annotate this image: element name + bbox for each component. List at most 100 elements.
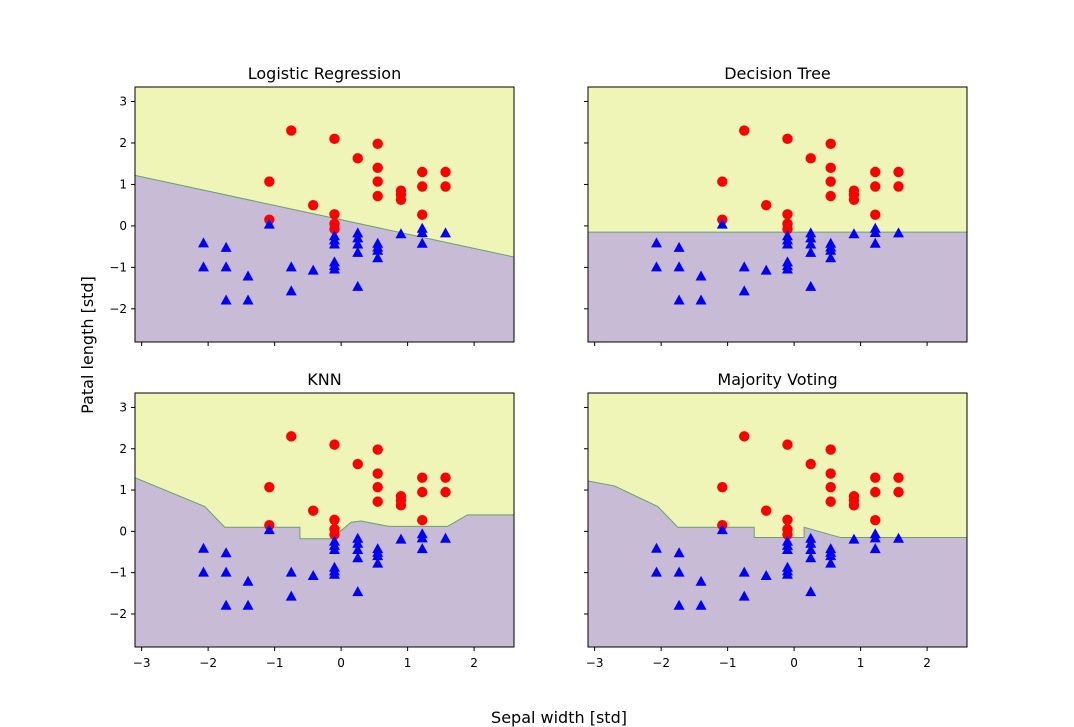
point-class-0	[242, 599, 254, 610]
point-class-0	[395, 228, 407, 239]
point-class-0	[352, 543, 364, 554]
point-class-1	[870, 209, 881, 220]
point-class-1	[870, 166, 881, 178]
point-class-0	[695, 270, 707, 281]
y-tick-label: 0	[119, 524, 127, 538]
x-tick-label: −1	[266, 656, 284, 670]
point-class-0	[673, 294, 685, 305]
point-class-1	[893, 181, 904, 192]
point-class-0	[738, 566, 750, 577]
point-class-1	[417, 209, 428, 220]
point-class-0	[738, 285, 750, 296]
point-class-0	[220, 566, 232, 577]
point-class-0	[673, 566, 685, 577]
point-class-0	[372, 550, 384, 561]
point-class-1	[848, 194, 860, 205]
y-tick-label: −1	[109, 260, 127, 274]
point-class-1	[417, 486, 428, 498]
point-class-1	[372, 496, 383, 507]
point-class-0	[197, 237, 209, 248]
y-tick-label: 1	[119, 177, 127, 191]
point-class-1	[825, 444, 836, 455]
point-class-0	[760, 264, 772, 275]
point-class-0	[695, 575, 707, 586]
point-class-0	[805, 246, 817, 257]
point-class-1	[893, 166, 904, 178]
point-class-1	[717, 176, 728, 187]
point-class-1	[264, 176, 275, 187]
point-class-0	[805, 232, 817, 243]
point-class-1	[372, 176, 383, 187]
region-class-0	[588, 480, 967, 647]
y-tick-label: 0	[119, 219, 127, 233]
point-class-1	[286, 431, 297, 442]
point-class-1	[440, 166, 451, 178]
point-class-1	[825, 176, 836, 187]
point-class-1	[825, 481, 836, 493]
point-class-1	[825, 138, 836, 150]
point-class-1	[440, 181, 451, 192]
point-class-0	[805, 238, 817, 249]
point-class-0	[869, 543, 881, 554]
point-class-0	[650, 261, 662, 272]
point-class-0	[352, 552, 364, 563]
point-class-0	[673, 241, 685, 252]
point-class-0	[285, 590, 297, 601]
point-class-0	[781, 568, 793, 579]
y-tick-label: 3	[119, 400, 127, 414]
point-class-1	[739, 431, 750, 442]
point-class-1	[782, 133, 793, 145]
point-class-1	[417, 166, 428, 178]
region-class-0	[135, 175, 514, 342]
point-class-1	[870, 486, 881, 498]
point-class-0	[372, 557, 384, 568]
point-class-1	[417, 181, 428, 192]
point-class-0	[825, 557, 837, 568]
point-class-0	[781, 263, 793, 274]
point-class-1	[717, 481, 728, 493]
point-class-0	[805, 543, 817, 554]
point-class-1	[805, 458, 816, 470]
region-class-0	[135, 477, 514, 647]
y-tick-label: −2	[109, 302, 127, 316]
y-tick-label: 2	[119, 442, 127, 456]
y-tick-label: −2	[109, 607, 127, 621]
y-tick-label: 2	[119, 136, 127, 150]
point-class-1	[805, 153, 816, 164]
point-class-1	[760, 505, 772, 516]
point-class-0	[869, 226, 881, 237]
x-tick-label: −1	[719, 656, 737, 670]
subplot-title: Majority Voting	[717, 370, 837, 389]
point-class-0	[242, 270, 254, 281]
point-class-1	[352, 153, 363, 164]
point-class-0	[263, 218, 275, 229]
point-class-0	[416, 237, 428, 248]
point-class-0	[695, 599, 707, 610]
point-class-0	[307, 569, 319, 580]
subplot-3: KNN −3 −2 −1 0 1 2 −2 −1 0 1 2 3	[109, 370, 515, 670]
point-class-1	[372, 162, 383, 174]
point-class-0	[805, 537, 817, 548]
point-class-0	[805, 586, 817, 597]
point-class-1	[782, 529, 793, 540]
point-class-1	[417, 515, 428, 526]
point-class-1	[372, 444, 383, 455]
subplot-4: Majority Voting −3 −2 −1 0 1 2	[584, 370, 968, 670]
point-class-0	[352, 537, 364, 548]
point-class-0	[869, 237, 881, 248]
point-class-0	[352, 280, 364, 291]
point-class-1	[782, 514, 793, 525]
point-class-0	[352, 238, 364, 249]
point-class-0	[825, 252, 837, 263]
axes-frame	[134, 392, 515, 648]
point-class-0	[825, 550, 837, 561]
point-class-0	[372, 244, 384, 255]
point-class-1	[870, 472, 881, 483]
subplot-title: Decision Tree	[724, 64, 831, 83]
plot-area	[588, 87, 967, 342]
point-class-0	[220, 547, 232, 558]
point-class-1	[782, 224, 793, 235]
point-class-0	[673, 547, 685, 558]
point-class-0	[695, 294, 707, 305]
point-class-1	[825, 468, 836, 479]
